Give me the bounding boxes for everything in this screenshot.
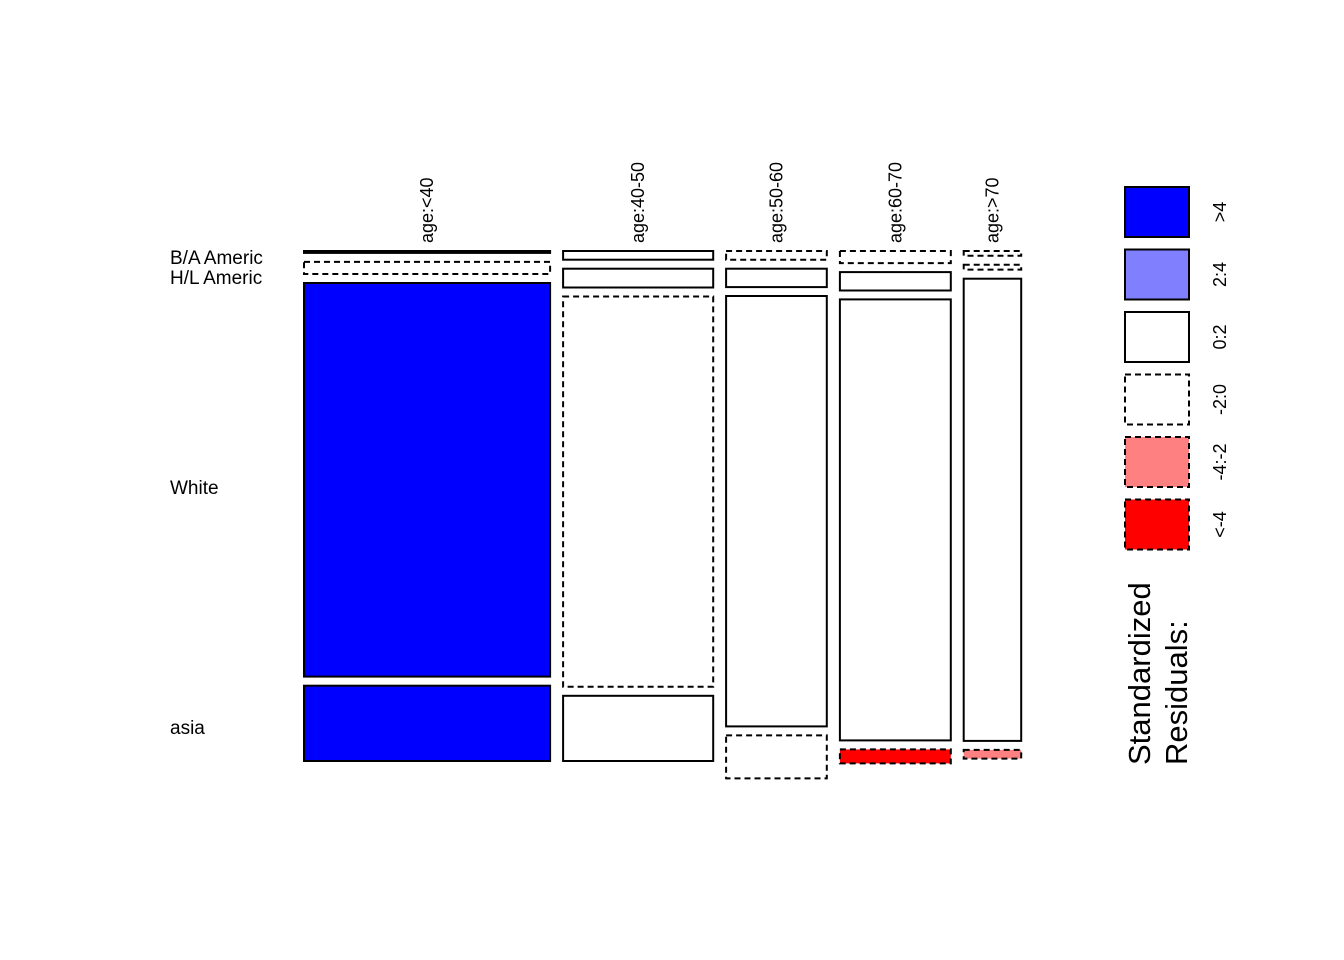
- tile-age-50-60-asia: [725, 734, 828, 780]
- tile-age-40-50-b-a-americ: [562, 250, 715, 261]
- mosaic-tiles: [303, 250, 1023, 780]
- column-label-age-60-70: age:60-70: [885, 162, 905, 243]
- legend-label-5: <-4: [1210, 511, 1230, 538]
- legend-swatch-0-2: [1124, 311, 1190, 363]
- legend-label-2: 0:2: [1210, 324, 1230, 349]
- legend-label-3: -2:0: [1210, 384, 1230, 415]
- tile-age-40-50-asia: [562, 694, 715, 762]
- tile-age-70-asia: [962, 748, 1023, 760]
- row-label-asia: asia: [170, 718, 205, 739]
- legend-title-line1: Standardized: [1122, 582, 1157, 765]
- tile-age-60-70-b-a-americ: [838, 250, 952, 265]
- tile-age-70-h-l-americ: [962, 263, 1023, 271]
- tile-age-60-70-white: [838, 298, 952, 742]
- legend-label-4: -4:-2: [1210, 443, 1230, 480]
- column-labels: age:<40 age:40-50 age:50-60 age:60-70 age:>7…: [417, 162, 1003, 243]
- tile-age-40-h-l-americ: [303, 260, 552, 275]
- tile-age-50-60-b-a-americ: [725, 250, 828, 261]
- legend-keys: >4 2:4 0:2 -2:0 -4:-2 <-4: [1124, 186, 1230, 551]
- tile-age-40-white: [303, 282, 552, 678]
- tile-age-40-50-white: [562, 295, 715, 688]
- tile-age-40-50-h-l-americ: [562, 267, 715, 289]
- legend-swatch-2-4: [1124, 248, 1190, 301]
- tile-age-50-60-white: [725, 295, 828, 728]
- row-label-white: White: [170, 478, 219, 499]
- tile-age-60-70-h-l-americ: [838, 271, 952, 292]
- row-label-h-l-americ: H/L Americ: [170, 268, 262, 289]
- row-label-b-a-americ: B/A Americ: [170, 248, 263, 269]
- column-label-age-40: age:<40: [417, 177, 437, 243]
- column-label-age-70: age:>70: [983, 177, 1003, 243]
- legend-label-0: >4: [1210, 202, 1230, 223]
- legend-swatch-4: [1124, 186, 1190, 238]
- column-label-age-50-60: age:50-60: [767, 162, 787, 243]
- tile-age-70-b-a-americ: [962, 250, 1023, 257]
- legend-swatch-4: [1124, 498, 1190, 551]
- tile-age-60-70-asia: [838, 748, 952, 765]
- tile-age-40-b-a-americ: [303, 250, 552, 254]
- tile-age-70-white: [962, 277, 1023, 742]
- tile-age-50-60-h-l-americ: [725, 267, 828, 289]
- legend-label-1: 2:4: [1210, 262, 1230, 287]
- legend: >4 2:4 0:2 -2:0 -4:-2 <-4 Standardized Residu…: [1122, 186, 1230, 765]
- legend-swatch-2-0: [1124, 373, 1190, 426]
- column-label-age-40-50: age:40-50: [628, 162, 648, 243]
- legend-swatch-4-2: [1124, 436, 1190, 488]
- legend-title-line2: Residuals:: [1159, 620, 1194, 765]
- tile-age-40-asia: [303, 684, 552, 763]
